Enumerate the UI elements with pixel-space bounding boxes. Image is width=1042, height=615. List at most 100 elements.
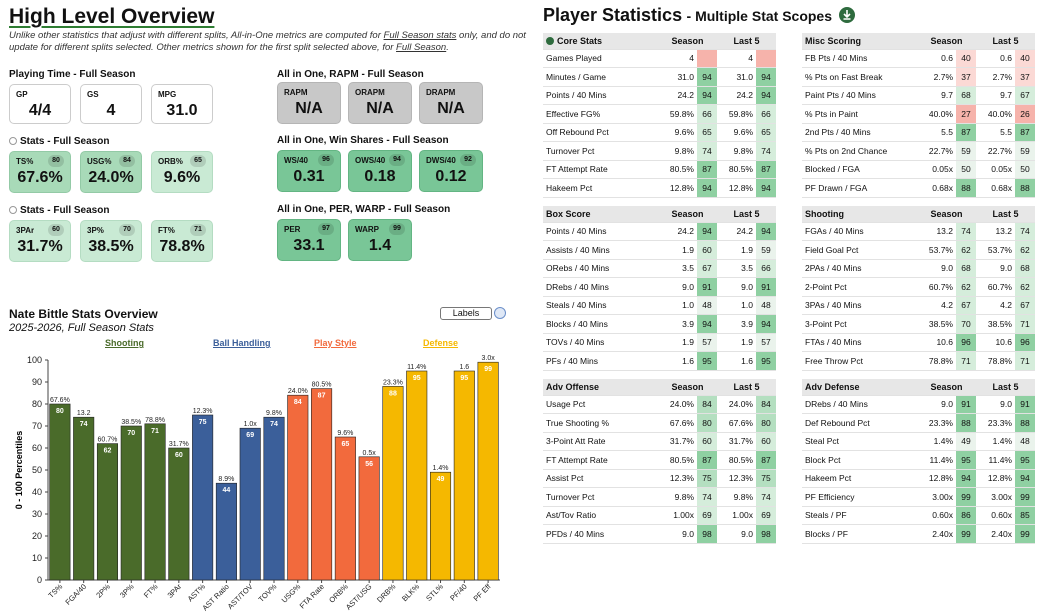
last5-value: 9.6% [717,123,756,142]
table-row: Assist Pct 12.3% 75 12.3% 75 [543,469,776,488]
season-value: 22.7% [917,141,956,161]
bar-value-label: 95 [460,375,468,382]
season-percentile: 49 [956,432,976,451]
table-header: Adv Offense [543,379,658,396]
last5-value: 31.7% [717,432,756,451]
legend-play-style[interactable]: Play Style [314,338,357,348]
last5-value: 4.2 [976,296,1015,315]
season-value: 0.60x [917,506,956,525]
table-row: True Shooting % 67.6% 80 67.6% 80 [543,413,776,433]
tile-3p-: 3P% 70 38.5% [80,220,142,262]
full-season-link-2[interactable]: Full Season [396,42,447,53]
season-value: 9.6% [658,123,697,142]
last5-percentile: 50 [1015,160,1035,179]
tile-label: DWS/40 [426,156,456,165]
tile-value: 4/4 [28,102,52,119]
season-value: 4 [658,49,697,68]
table-header-row: Adv Defense Season Last 5 [802,379,1035,396]
last5-percentile: 74 [1015,222,1035,241]
tile-label: ORAPM [355,88,385,97]
last5-percentile: 40 [1015,49,1035,68]
row-label: DRebs / 40 Mins [802,395,917,414]
last5-value: 23.3% [976,413,1015,433]
season-value: 1.6 [658,351,697,371]
playing-time-label: Playing Time - Full Season [9,69,136,80]
season-value: 31.7% [658,432,697,451]
stats2-radio[interactable] [9,206,17,214]
stats2-label[interactable]: Stats - Full Season [9,205,109,216]
row-label: Ast/Tov Ratio [543,506,658,525]
table-row: % Pts in Paint 40.0% 27 40.0% 26 [802,104,1035,124]
last5-value: 24.0% [717,395,756,414]
row-label: True Shooting % [543,413,658,433]
tile-gs: GS 4 [80,84,142,124]
tile-label: DRAPM [426,88,456,97]
last5-percentile: 66 [756,259,776,278]
bar-value-label: 84 [294,399,302,406]
row-label: Turnover Pct [543,487,658,507]
labels-button[interactable]: Labels [440,307,492,320]
last5-percentile: 71 [1015,314,1035,334]
stats1-label[interactable]: Stats - Full Season [9,136,109,147]
last5-value: 67.6% [717,413,756,433]
season-percentile: 84 [697,395,717,414]
season-value: 31.0 [658,67,697,87]
bar-value-label: 44 [223,487,231,494]
bar-raw-label: 31.7% [169,441,189,448]
last5-col-header: Last 5 [717,379,776,396]
season-percentile: 94 [697,222,717,241]
season-value: 0.05x [917,160,956,179]
x-tick-label: USG% [280,582,303,605]
bar-raw-label: 9.8% [266,410,282,417]
full-season-link-1[interactable]: Full Season stats [383,30,457,41]
table-adv-defense: Adv Defense Season Last 5 DRebs / 40 Mins 9.… [802,379,1035,544]
last5-percentile: 57 [756,333,776,352]
last5-value: 4 [717,49,756,68]
season-value: 2.40x [917,524,956,544]
last5-value: 0.05x [976,160,1015,179]
y-tick-label: 60 [32,443,42,453]
tile-label: WARP [355,225,379,234]
legend-ball-handling[interactable]: Ball Handling [213,338,271,348]
winshares-label: All in One, Win Shares - Full Season [277,135,449,146]
labels-toggle[interactable] [494,307,506,319]
tile-value: 67.6% [17,169,63,186]
bar-raw-label: 80.5% [312,382,332,389]
season-value: 1.0 [658,296,697,315]
bar-orb- [334,436,356,581]
last5-percentile: 95 [1015,450,1035,470]
legend-defense[interactable]: Defense [423,338,459,348]
season-percentile: 94 [956,469,976,488]
last5-value: 59.8% [717,104,756,124]
season-value: 9.0 [658,277,697,297]
last5-percentile: 59 [1015,141,1035,161]
last5-percentile: 94 [756,86,776,105]
x-tick-label: TOV% [257,582,279,604]
table-row: Paint Pts / 40 Mins 9.7 68 9.7 67 [802,86,1035,105]
last5-value: 5.5 [976,123,1015,142]
table-row: 3-Point Att Rate 31.7% 60 31.7% 60 [543,432,776,451]
season-percentile: 88 [956,178,976,198]
tile-label: 3PAr [16,226,35,235]
table-row: 2nd Pts / 40 Mins 5.5 87 5.5 87 [802,123,1035,142]
season-value: 80.5% [658,450,697,470]
last5-value: 9.0 [976,395,1015,414]
last5-percentile: 87 [756,450,776,470]
legend-shooting[interactable]: Shooting [105,338,144,348]
chart-subtitle: 2025-2026, Full Season Stats [9,322,154,334]
table-row: DRebs / 40 Mins 9.0 91 9.0 91 [802,395,1035,414]
download-icon[interactable] [839,7,856,23]
table-header: Box Score [543,206,658,223]
tile-value: N/A [437,100,465,117]
row-label: Free Throw Pct [802,351,917,371]
bar-3p- [120,425,142,581]
table-core-stats: Core Stats Season Last 5 Games Played 4 4 Minu… [543,33,776,198]
tile-label: MPG [158,90,177,99]
bar-raw-label: 1.6 [459,364,469,371]
last5-value: 24.2 [717,86,756,105]
bar-raw-label: 1.4% [433,465,449,472]
last5-percentile: 74 [756,487,776,507]
stats1-radio[interactable] [9,137,17,145]
tile-value: 4 [106,102,116,119]
tile-value: 31.0 [166,102,198,119]
